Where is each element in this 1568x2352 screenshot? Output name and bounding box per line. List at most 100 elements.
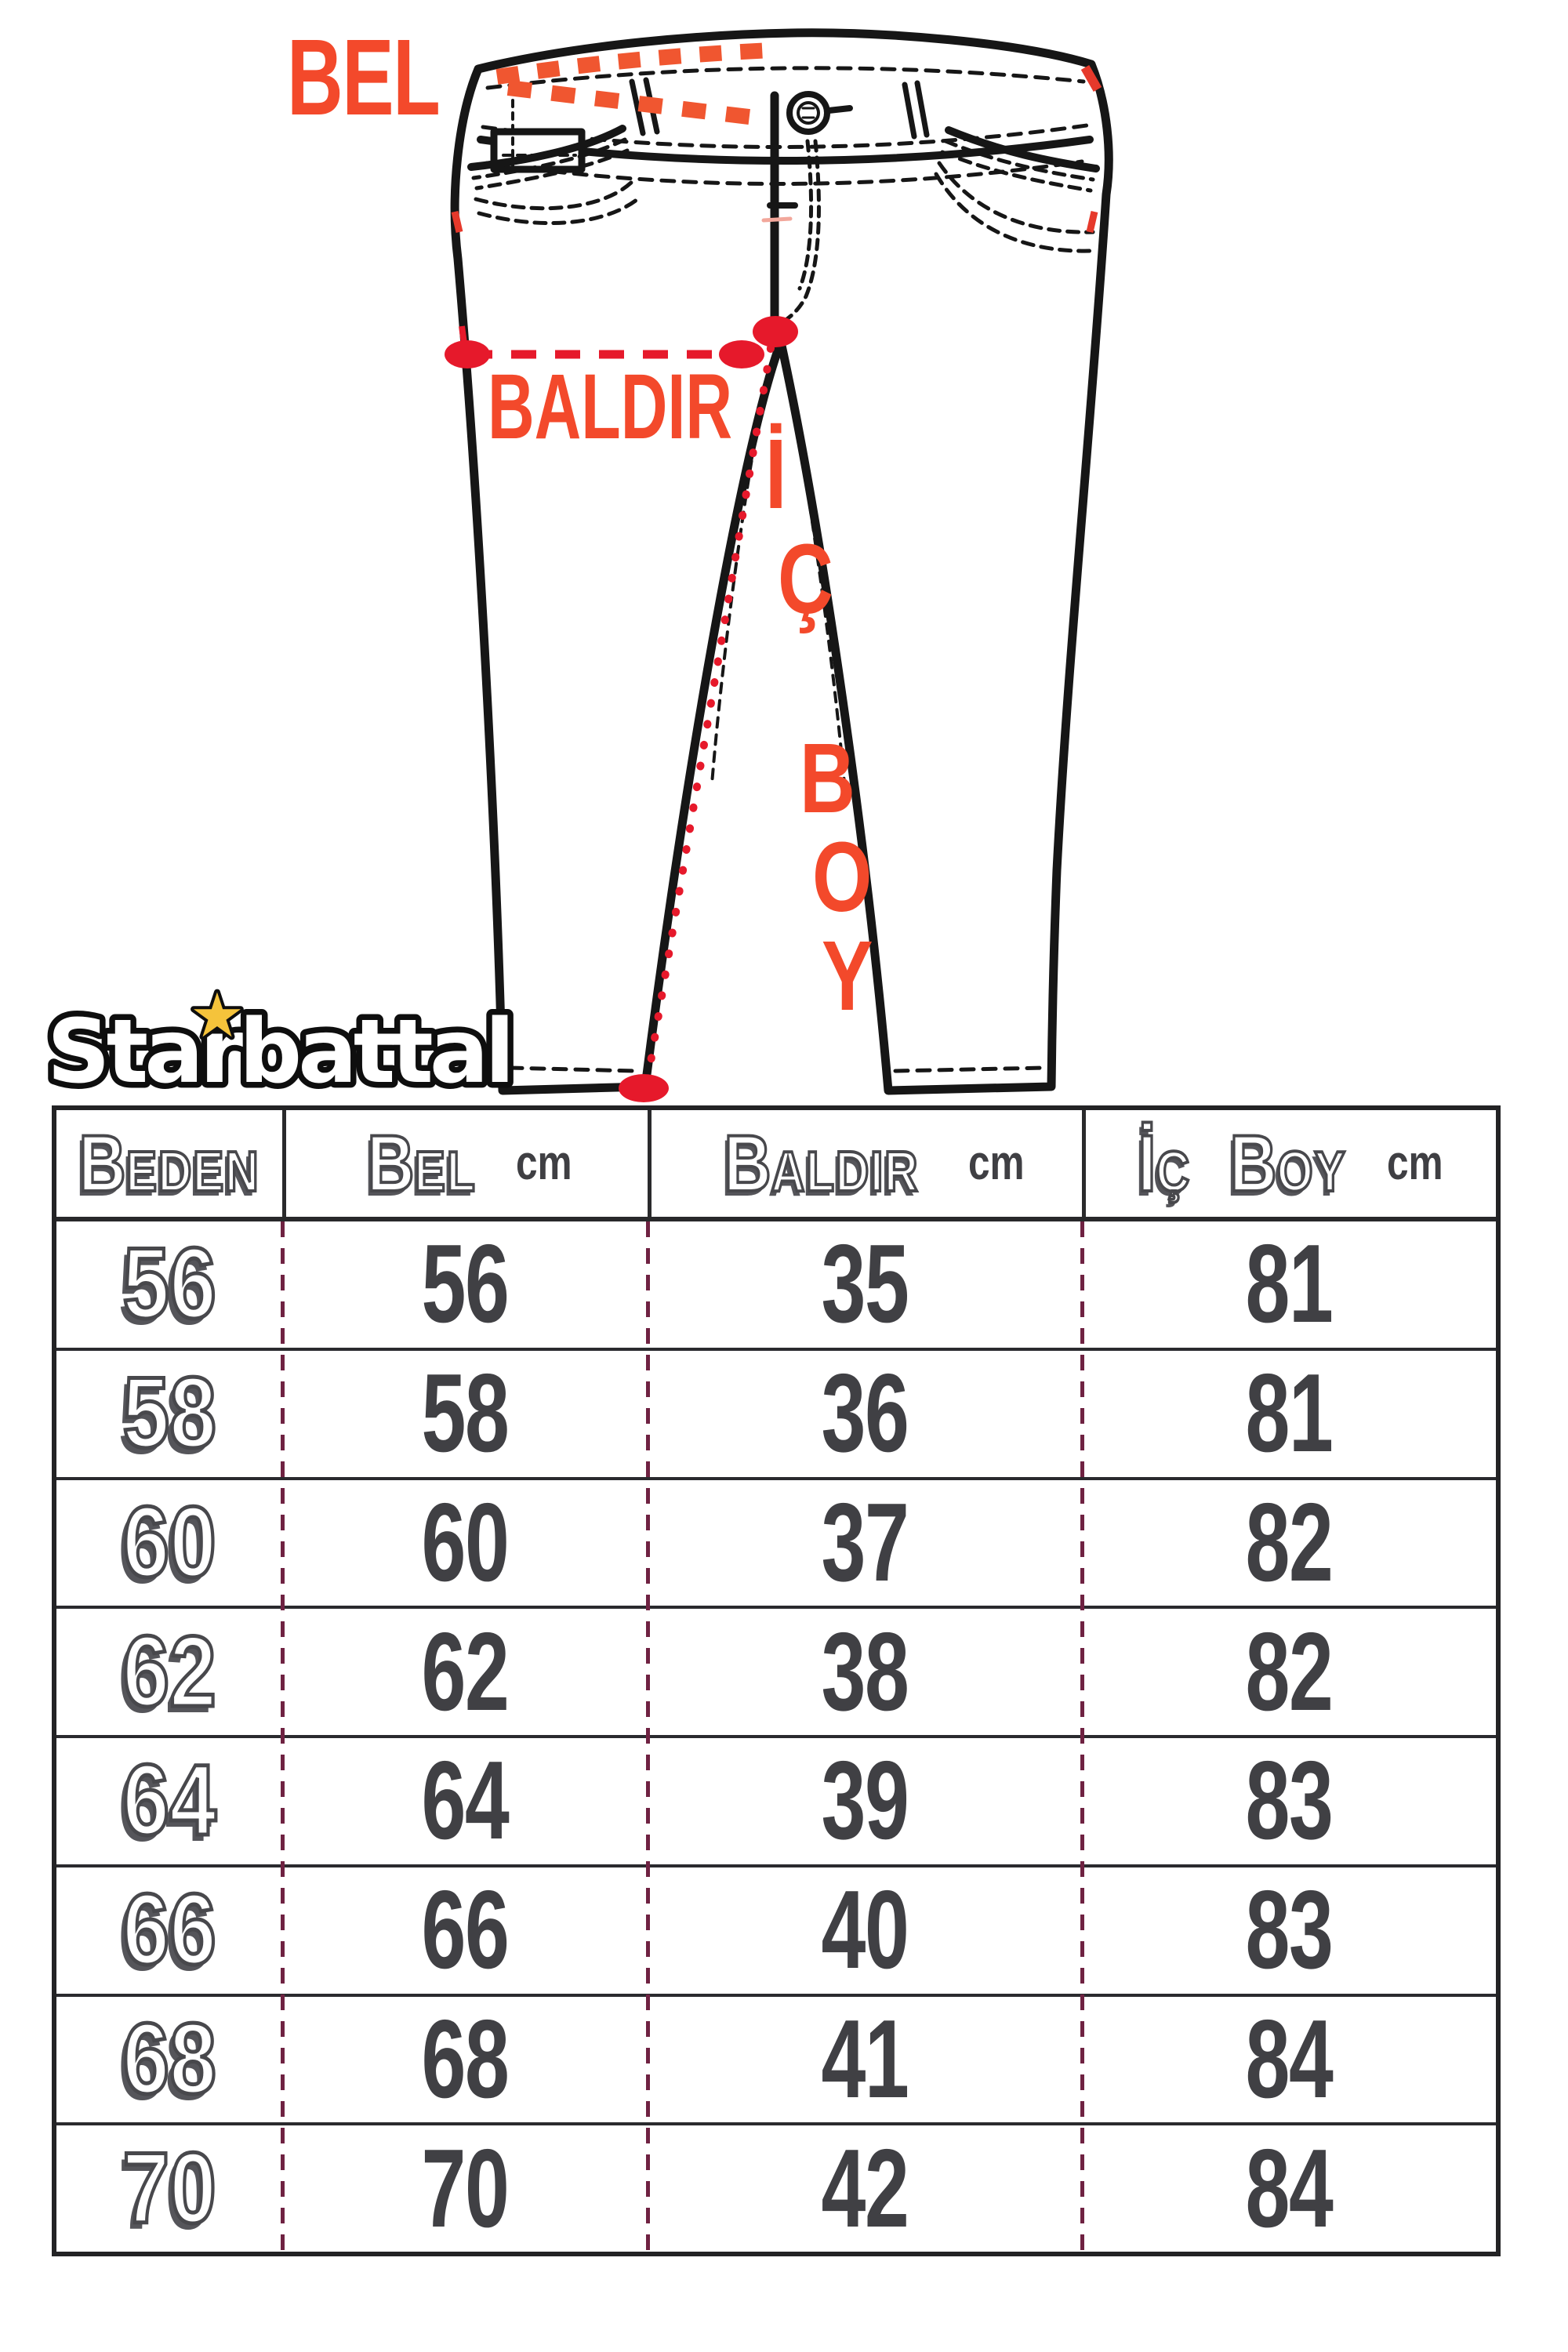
table-row: 66 66 40 83: [56, 1864, 1496, 1994]
baldir-value: 41: [821, 1996, 909, 2122]
header-word-bel: BEL: [365, 1119, 477, 1208]
icboy-value: 83: [1245, 1867, 1334, 1993]
cell-bel: 70: [282, 2125, 648, 2251]
cell-beden: 68: [56, 2002, 282, 2115]
bel-value: 60: [421, 1479, 510, 1605]
inseam-label-letter-1: İ: [765, 419, 787, 529]
cell-baldir: 40: [648, 1875, 1082, 1986]
brand-logo: Starbattal ★: [42, 978, 521, 1109]
size-table: BEDEN BEL cm BALDIR cm İÇ BOY cm: [52, 1105, 1501, 2256]
baldir-value: 36: [821, 1351, 909, 1476]
table-row: 62 62 38 82: [56, 1606, 1496, 1735]
table-row: 60 60 37 82: [56, 1476, 1496, 1606]
header-word-beden: BEDEN: [78, 1119, 260, 1208]
header-unit-bel: cm: [515, 1136, 572, 1190]
cell-beden: 60: [56, 1486, 282, 1599]
beden-value: 70: [121, 2132, 218, 2245]
jeans-measurement-diagram: BEL BALDIR İ Ç B O Y Starbattal ★: [0, 0, 1568, 1109]
column-divider-1: [281, 1221, 285, 2252]
logo-star-icon: ★: [190, 981, 245, 1051]
table-row: 56 56 35 81: [56, 1221, 1496, 1348]
column-divider-2: [646, 1221, 650, 2252]
header-word-boy: BOY: [1229, 1119, 1347, 1208]
table-row: 68 68 41 84: [56, 1993, 1496, 2123]
header-cell-icboy: İÇ BOY cm: [1082, 1110, 1496, 1217]
cell-beden: 58: [56, 1357, 282, 1470]
cell-bel: 56: [282, 1229, 648, 1340]
icboy-value: 82: [1245, 1479, 1334, 1605]
beden-value: 62: [121, 1615, 218, 1728]
icboy-value: 82: [1245, 1609, 1334, 1734]
table-row: 70 70 42 84: [56, 2122, 1496, 2252]
bel-value: 64: [421, 1738, 510, 1864]
bel-value: 62: [421, 1609, 510, 1734]
cell-icboy: 83: [1082, 1745, 1496, 1857]
cell-beden: 66: [56, 1874, 282, 1987]
icboy-value: 81: [1245, 1221, 1334, 1347]
inseam-label-letter-3: B: [800, 723, 855, 833]
beden-value: 68: [121, 2002, 218, 2115]
cell-baldir: 38: [648, 1609, 1082, 1734]
bel-value: 58: [421, 1351, 510, 1476]
cell-baldir: 41: [648, 1996, 1082, 2122]
thigh-label: BALDIR: [488, 355, 733, 459]
baldir-value: 40: [821, 1867, 909, 1993]
inseam-label-letter-4: O: [812, 822, 873, 932]
icboy-value: 81: [1245, 1351, 1334, 1476]
cell-icboy: 82: [1082, 1609, 1496, 1734]
cell-bel: 66: [282, 1875, 648, 1986]
bel-value: 56: [421, 1221, 510, 1347]
beden-value: 66: [121, 1874, 218, 1987]
cell-icboy: 83: [1082, 1875, 1496, 1986]
cell-baldir: 39: [648, 1745, 1082, 1857]
cell-beden: 56: [56, 1228, 282, 1341]
icboy-value: 83: [1245, 1738, 1334, 1864]
inseam-label-letter-2: Ç: [778, 524, 833, 634]
beden-value: 58: [121, 1357, 218, 1470]
header-cell-baldir: BALDIR cm: [648, 1110, 1082, 1217]
logo-text: Starbattal: [47, 1001, 511, 1103]
baldir-value: 38: [821, 1609, 909, 1734]
table-body: 56 56 35 81 58: [56, 1221, 1496, 2252]
waist-label: BEL: [287, 17, 441, 138]
cell-beden: 70: [56, 2132, 282, 2245]
table-row: 64 64 39 83: [56, 1735, 1496, 1864]
icboy-value: 84: [1245, 2125, 1334, 2251]
cell-baldir: 42: [648, 2125, 1082, 2251]
table-header-row: BEDEN BEL cm BALDIR cm İÇ BOY cm: [56, 1110, 1496, 1221]
beden-value: 64: [121, 1744, 218, 1857]
cell-icboy: 81: [1082, 1358, 1496, 1469]
baldir-value: 37: [821, 1479, 909, 1605]
inseam-label-letter-5: Y: [822, 920, 873, 1031]
header-cell-beden: BEDEN: [56, 1110, 282, 1217]
baldir-value: 39: [821, 1738, 909, 1864]
cell-icboy: 84: [1082, 2003, 1496, 2115]
cell-baldir: 35: [648, 1229, 1082, 1340]
beden-value: 56: [121, 1228, 218, 1341]
cell-bel: 62: [282, 1609, 648, 1734]
cell-bel: 64: [282, 1745, 648, 1857]
bel-value: 70: [421, 2125, 510, 2251]
header-word-ic: İÇ: [1136, 1119, 1191, 1208]
cell-icboy: 82: [1082, 1479, 1496, 1605]
cell-bel: 60: [282, 1479, 648, 1605]
table-row: 58 58 36 81: [56, 1347, 1496, 1477]
cell-icboy: 81: [1082, 1229, 1496, 1340]
cell-baldir: 36: [648, 1358, 1082, 1469]
cell-beden: 64: [56, 1744, 282, 1857]
cell-baldir: 37: [648, 1479, 1082, 1605]
header-word-baldir: BALDIR: [723, 1119, 920, 1208]
header-cell-bel: BEL cm: [282, 1110, 648, 1217]
header-unit-baldir: cm: [967, 1136, 1025, 1190]
jeans-outline-drawing: [445, 28, 1113, 1102]
bel-value: 66: [421, 1867, 510, 1993]
baldir-value: 42: [821, 2125, 909, 2251]
header-unit-icboy: cm: [1386, 1136, 1443, 1190]
cell-bel: 68: [282, 1996, 648, 2122]
beden-value: 60: [121, 1486, 218, 1599]
cell-beden: 62: [56, 1615, 282, 1728]
column-divider-3: [1080, 1221, 1084, 2252]
cell-icboy: 84: [1082, 2125, 1496, 2251]
bel-value: 68: [421, 1996, 510, 2122]
